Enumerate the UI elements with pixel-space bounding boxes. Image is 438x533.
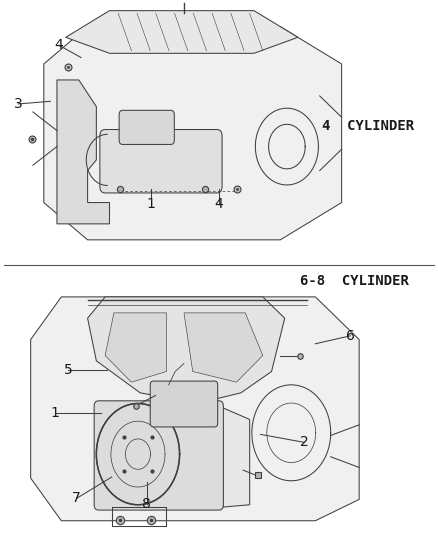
Polygon shape xyxy=(44,27,342,240)
Polygon shape xyxy=(57,80,110,224)
Text: 6-8  CYLINDER: 6-8 CYLINDER xyxy=(300,274,409,288)
FancyBboxPatch shape xyxy=(119,110,174,144)
Text: 1: 1 xyxy=(50,406,59,420)
Text: 8: 8 xyxy=(142,497,151,511)
Text: 2: 2 xyxy=(300,435,309,449)
Polygon shape xyxy=(99,406,250,507)
Text: 4: 4 xyxy=(215,197,223,211)
Polygon shape xyxy=(66,11,298,53)
Text: 4: 4 xyxy=(55,38,64,52)
Text: 5: 5 xyxy=(64,364,72,377)
Circle shape xyxy=(96,403,180,505)
Polygon shape xyxy=(105,313,166,382)
Text: 4  CYLINDER: 4 CYLINDER xyxy=(322,119,414,133)
Polygon shape xyxy=(31,297,359,521)
Text: 7: 7 xyxy=(72,491,81,505)
Polygon shape xyxy=(184,313,263,382)
FancyBboxPatch shape xyxy=(100,130,222,193)
Text: 3: 3 xyxy=(14,97,23,111)
Polygon shape xyxy=(88,297,285,403)
Text: 6: 6 xyxy=(346,329,355,343)
Text: 1: 1 xyxy=(147,197,155,211)
FancyBboxPatch shape xyxy=(94,401,223,510)
FancyBboxPatch shape xyxy=(150,381,218,427)
